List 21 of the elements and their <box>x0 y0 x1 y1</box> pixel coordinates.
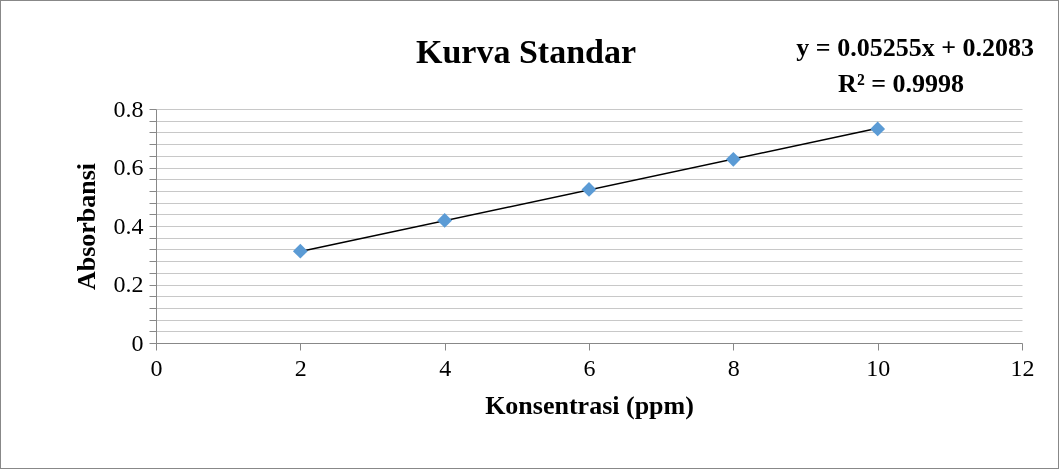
y-tick-label: 0.8 <box>113 95 144 122</box>
x-axis-title: Konsentrasi (ppm) <box>485 390 694 420</box>
y-tick-label: 0.6 <box>113 154 144 180</box>
chart-title: Kurva Standar <box>416 33 637 71</box>
text: y = 0.05255x + 0.2083 <box>796 33 1034 63</box>
y-tick-label: 0.4 <box>113 212 144 239</box>
point <box>437 213 453 228</box>
y-tick-label: 0.2 <box>113 271 144 297</box>
x-tick-label: 0 <box>150 354 163 381</box>
y-tick-label: 0 <box>131 329 144 356</box>
point <box>292 243 308 259</box>
x-tick-label: 4 <box>439 354 452 381</box>
x-tick-label: 10 <box>866 354 891 381</box>
x-tick-label: 2 <box>294 354 307 381</box>
point <box>725 151 741 167</box>
x-tick-label: 6 <box>583 354 596 381</box>
x-tick-label: 8 <box>727 354 740 381</box>
x-tick-label: 12 <box>1010 354 1035 381</box>
y-axis-title: Absorbansi <box>71 162 101 291</box>
text: R² = 0.9998 <box>838 69 964 99</box>
point <box>870 121 886 137</box>
